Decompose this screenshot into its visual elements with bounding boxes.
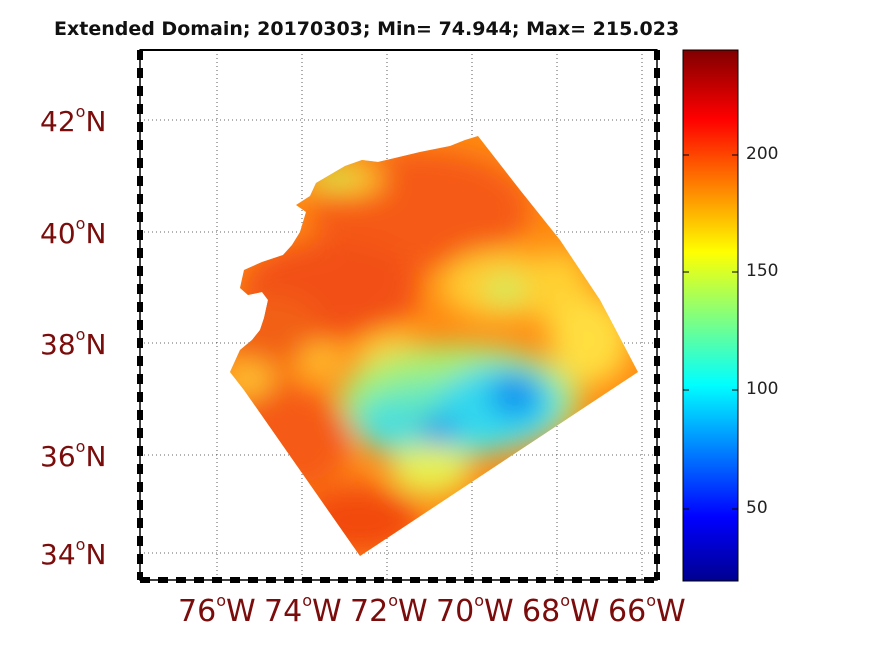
lon-label-76w: 76oW bbox=[178, 591, 256, 629]
lon-label-68w: 68oW bbox=[522, 591, 600, 629]
data-field bbox=[230, 136, 638, 556]
lat-label-40n: 40oN bbox=[40, 214, 107, 250]
lat-label-42n: 42oN bbox=[40, 102, 107, 138]
map-title: Extended Domain; 20170303; Min= 74.944; … bbox=[54, 18, 680, 40]
colorbar-ticks bbox=[683, 154, 738, 510]
lat-label-38n: 38oN bbox=[40, 325, 107, 361]
colorbar-label-50: 50 bbox=[746, 498, 768, 518]
lon-label-74w: 74oW bbox=[264, 591, 342, 629]
lon-label-72w: 72oW bbox=[350, 591, 428, 629]
colorbar-label-150: 150 bbox=[746, 261, 779, 281]
lat-label-36n: 36oN bbox=[40, 437, 107, 473]
colorbar-label-100: 100 bbox=[746, 379, 779, 399]
lat-label-34n: 34oN bbox=[40, 535, 107, 571]
map-border bbox=[137, 49, 660, 583]
colorbar-label-200: 200 bbox=[746, 144, 779, 164]
lon-label-66w: 66oW bbox=[608, 591, 686, 629]
lon-label-70w: 70oW bbox=[436, 591, 514, 629]
colorbar bbox=[682, 49, 739, 582]
